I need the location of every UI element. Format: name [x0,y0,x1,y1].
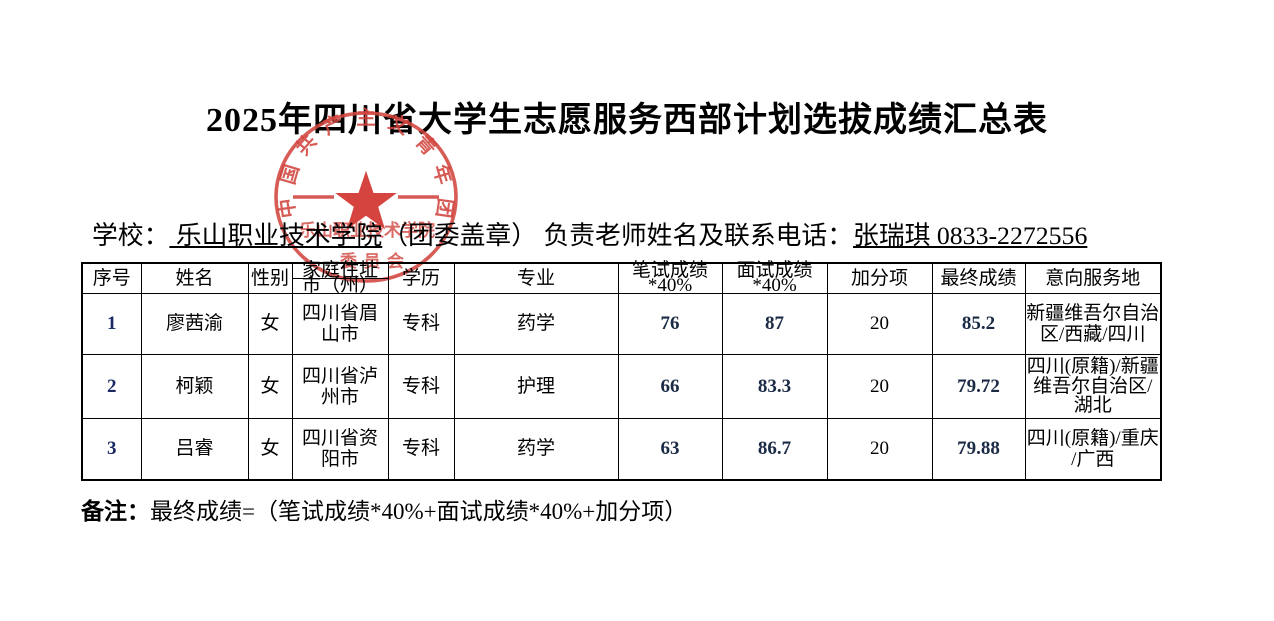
svg-text:青: 青 [411,131,440,160]
svg-text:年: 年 [428,162,456,187]
svg-text:国: 国 [277,162,304,187]
svg-text:主: 主 [356,106,376,129]
svg-text:共: 共 [292,130,322,160]
